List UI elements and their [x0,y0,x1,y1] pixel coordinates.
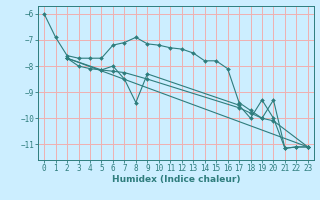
X-axis label: Humidex (Indice chaleur): Humidex (Indice chaleur) [112,175,240,184]
